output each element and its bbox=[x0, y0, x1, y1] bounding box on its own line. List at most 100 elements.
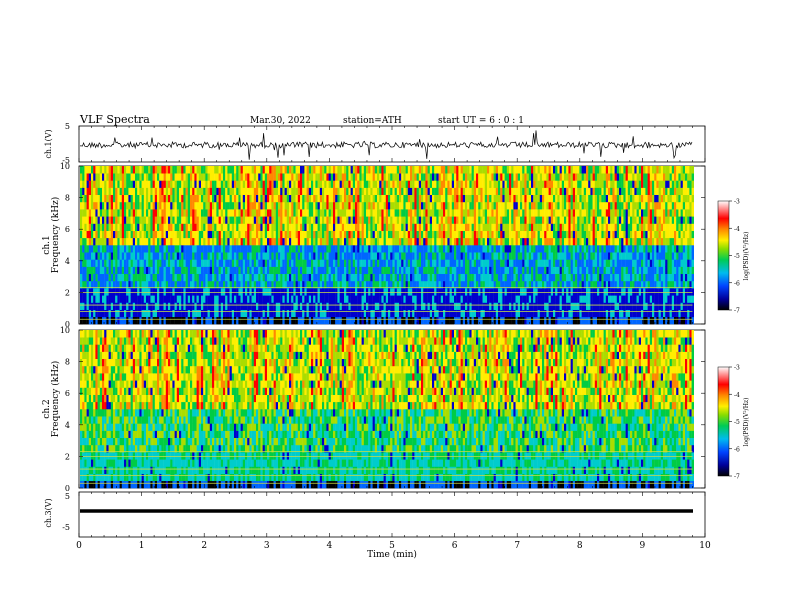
heatmap-cell bbox=[91, 266, 94, 274]
heatmap-cell bbox=[447, 194, 450, 203]
heatmap-cell bbox=[126, 180, 129, 188]
heatmap-cell bbox=[427, 187, 430, 195]
heatmap-cell bbox=[416, 166, 419, 174]
heatmap-cell bbox=[517, 237, 521, 246]
heatmap-cell bbox=[500, 194, 503, 203]
heatmap-cell bbox=[121, 245, 125, 253]
heatmap-cell bbox=[533, 302, 536, 310]
heatmap-cell bbox=[566, 230, 569, 239]
heatmap-cell bbox=[544, 173, 547, 181]
heatmap-cell bbox=[447, 223, 450, 231]
heatmap-cell bbox=[205, 252, 208, 260]
heatmap-cell bbox=[564, 194, 567, 203]
heatmap-cell bbox=[557, 230, 560, 239]
heatmap-cell bbox=[432, 187, 435, 195]
heatmap-cell bbox=[253, 194, 257, 203]
heatmap-cell bbox=[146, 259, 149, 267]
heatmap-cell bbox=[388, 252, 391, 260]
heatmap-cell bbox=[363, 173, 367, 181]
heatmap-cell bbox=[412, 187, 415, 195]
heatmap-cell bbox=[247, 273, 250, 282]
heatmap-cell bbox=[245, 302, 248, 310]
heatmap-cell bbox=[557, 194, 560, 203]
heatmap-cell bbox=[214, 295, 217, 303]
heatmap-cell bbox=[196, 194, 199, 203]
heatmap-cell bbox=[555, 273, 558, 282]
heatmap-cell bbox=[346, 266, 349, 274]
heatmap-cell bbox=[322, 173, 325, 181]
heatmap-cell bbox=[190, 187, 193, 195]
heatmap-cell bbox=[201, 216, 204, 224]
heatmap-cell bbox=[91, 302, 94, 310]
heatmap-cell bbox=[383, 295, 386, 303]
heatmap-cell bbox=[137, 316, 140, 325]
heatmap-cell bbox=[440, 237, 444, 246]
heatmap-cell bbox=[183, 252, 186, 260]
heatmap-cell bbox=[476, 295, 479, 303]
heatmap-cell bbox=[196, 309, 199, 318]
heatmap-cell bbox=[258, 245, 261, 253]
ch1-waveform-line bbox=[79, 130, 693, 160]
heatmap-cell bbox=[91, 209, 94, 217]
heatmap-cell bbox=[300, 273, 303, 282]
heatmap-cell bbox=[245, 166, 248, 174]
heatmap-cell bbox=[317, 216, 320, 224]
heatmap-cell bbox=[374, 223, 378, 231]
heatmap-cell bbox=[154, 180, 158, 188]
heatmap-cell bbox=[359, 237, 362, 246]
heatmap-cell bbox=[337, 252, 340, 260]
heatmap-cell bbox=[278, 316, 281, 325]
heatmap-cell bbox=[484, 187, 488, 195]
heatmap-cell bbox=[130, 230, 133, 239]
heatmap-cell bbox=[154, 187, 158, 195]
heatmap-cell bbox=[383, 216, 386, 224]
heatmap-cell bbox=[231, 288, 235, 296]
heatmap-cell bbox=[97, 259, 100, 267]
heatmap-cell bbox=[335, 201, 338, 210]
heatmap-cell bbox=[412, 252, 415, 260]
heatmap-cell bbox=[319, 216, 323, 224]
heatmap-cell bbox=[185, 259, 188, 267]
heatmap-cell bbox=[286, 259, 290, 267]
heatmap-cell bbox=[564, 180, 567, 188]
heatmap-cell bbox=[476, 316, 479, 325]
heatmap-cell bbox=[498, 309, 501, 318]
heatmap-cell bbox=[381, 252, 384, 260]
heatmap-cell bbox=[88, 194, 92, 203]
heatmap-cell bbox=[229, 201, 232, 210]
heatmap-cell bbox=[410, 209, 413, 217]
heatmap-cell bbox=[410, 288, 413, 296]
heatmap-cell bbox=[262, 173, 265, 181]
heatmap-cell bbox=[454, 223, 457, 231]
heatmap-cell bbox=[216, 259, 219, 267]
heatmap-cell bbox=[106, 187, 109, 195]
heatmap-cell bbox=[216, 309, 219, 318]
heatmap-cell bbox=[366, 302, 369, 310]
heatmap-cell bbox=[198, 245, 202, 253]
start-time-label: start UT = 6 : 0 : 1 bbox=[438, 116, 524, 126]
heatmap-cell bbox=[174, 216, 177, 224]
heatmap-cell bbox=[423, 316, 426, 325]
heatmap-cell bbox=[443, 166, 446, 174]
heatmap-cell bbox=[324, 194, 327, 203]
heatmap-cell bbox=[306, 288, 309, 296]
heatmap-cell bbox=[407, 309, 411, 318]
heatmap-cell bbox=[183, 194, 186, 203]
heatmap-cell bbox=[317, 166, 320, 174]
heatmap-cell bbox=[458, 194, 461, 203]
heatmap-cell bbox=[449, 180, 452, 188]
heatmap-cell bbox=[203, 166, 206, 174]
heatmap-cell bbox=[341, 223, 345, 231]
heatmap-cell bbox=[330, 237, 334, 246]
heatmap-cell bbox=[313, 166, 316, 174]
heatmap-cell bbox=[374, 201, 378, 210]
heatmap-cell bbox=[91, 259, 94, 267]
heatmap-cell bbox=[550, 216, 554, 224]
heatmap-cell bbox=[183, 280, 186, 289]
heatmap-cell bbox=[231, 166, 235, 174]
heatmap-cell bbox=[317, 280, 320, 289]
heatmap-cell bbox=[374, 173, 378, 181]
heatmap-cell bbox=[535, 273, 538, 282]
heatmap-cell bbox=[117, 216, 120, 224]
heatmap-cell bbox=[550, 252, 554, 260]
